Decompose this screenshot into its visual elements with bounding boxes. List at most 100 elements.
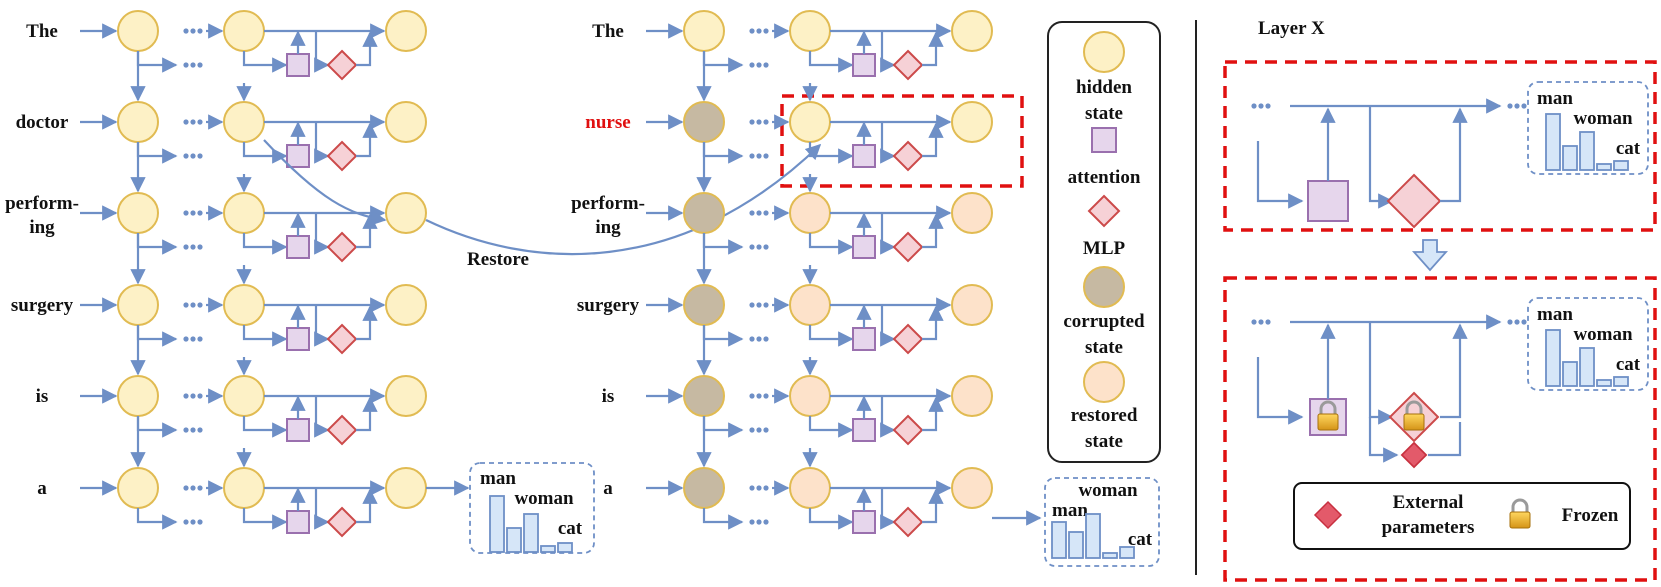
prob-bar-man (1545, 113, 1561, 171)
branch-path (702, 325, 744, 347)
ellipsis-dot (1265, 103, 1271, 109)
ellipsis-dot (749, 153, 755, 159)
attention-square (286, 510, 310, 534)
branch-path (136, 142, 178, 164)
branch-path (808, 51, 854, 73)
left-token: ing (29, 217, 55, 238)
ellipsis-dot (190, 393, 196, 399)
ellipsis-dot (756, 519, 762, 525)
ellipsis-dot (1251, 103, 1257, 109)
branch-path (314, 213, 330, 255)
ellipsis-dot (1521, 103, 1527, 109)
branch-path (880, 31, 896, 73)
legend-frozen-label: Frozen (1562, 505, 1619, 526)
restore-label: Restore (467, 249, 529, 270)
ellipsis-dot (197, 485, 203, 491)
hidden-state-node (683, 284, 725, 326)
mlp-out-path (356, 396, 378, 432)
prob-bar-2 (1562, 361, 1578, 387)
hidden-state-node (117, 284, 159, 326)
external-out-path (1428, 422, 1462, 457)
attention-square (852, 144, 876, 168)
prob-bar-cat (1613, 160, 1629, 171)
hidden-state-node (385, 10, 427, 52)
lock-shackle (1319, 400, 1337, 415)
ellipsis-dot (763, 153, 769, 159)
legend-corrupted-label: corrupted (1063, 311, 1145, 332)
branch-path (136, 325, 178, 347)
branch-path (702, 142, 744, 164)
hidden-state-node (223, 10, 265, 52)
external-mlp-fill (1400, 441, 1428, 469)
legend-restored-label: restored (1071, 405, 1138, 426)
branch-path (242, 325, 288, 347)
ellipsis-dot (197, 28, 203, 34)
hidden-state-node (683, 101, 725, 143)
layer-box-bottom (1223, 276, 1657, 582)
hidden-state-node (789, 375, 831, 417)
ellipsis-dot (763, 485, 769, 491)
ellipsis-dot (1258, 319, 1264, 325)
legend-box (1047, 21, 1161, 463)
branch-path (702, 51, 744, 73)
mlp-out-path (356, 31, 378, 67)
prob-bar-cat (1613, 376, 1629, 387)
ellipsis-dot (197, 119, 203, 125)
prob-bar-man (489, 495, 505, 553)
hidden-state-node (789, 192, 831, 234)
branch-path (1256, 357, 1304, 425)
legend-external-label: External (1393, 492, 1464, 513)
ellipsis-dot (763, 336, 769, 342)
attention-square (852, 235, 876, 259)
legend-frozen-lock-icon (1509, 498, 1531, 529)
hidden-state-node (223, 375, 265, 417)
branch-path (314, 31, 330, 73)
branch-path (880, 213, 896, 255)
branch-path (1368, 106, 1394, 209)
attention-square (286, 327, 310, 351)
output-word-cat: cat (558, 518, 583, 539)
mlp-out-path (356, 305, 378, 341)
attention-square (852, 53, 876, 77)
middle-token: The (592, 21, 624, 42)
frozen-lock-icon (1403, 400, 1425, 431)
ellipsis-dot (749, 62, 755, 68)
ellipsis-dot (183, 519, 189, 525)
branch-path (880, 305, 896, 347)
branch-path (880, 488, 896, 530)
ellipsis-dot (190, 62, 196, 68)
ellipsis-dot (1507, 319, 1513, 325)
mlp-out-path (922, 488, 944, 524)
branch-path (702, 416, 744, 438)
ellipsis-dot (190, 485, 196, 491)
ellipsis-dot (190, 210, 196, 216)
branch-path (136, 233, 178, 255)
legend-hidden-label: hidden (1076, 77, 1132, 98)
ellipsis-dot (749, 393, 755, 399)
hidden-state-node (951, 284, 993, 326)
prob-bar-2 (1068, 531, 1084, 559)
mlp-diamond (326, 506, 358, 538)
branch-path (136, 508, 178, 530)
attention-square (852, 418, 876, 442)
branch-path (314, 488, 330, 530)
hidden-state-node (223, 467, 265, 509)
output-word-woman: woman (1573, 108, 1633, 129)
output-word-woman: woman (1078, 480, 1138, 501)
branch-path (808, 325, 854, 347)
branch-path (242, 508, 288, 530)
ellipsis-dot (197, 244, 203, 250)
middle-token: a (603, 478, 613, 499)
branch-path (314, 396, 330, 438)
mlp-diamond (892, 323, 924, 355)
ellipsis-dot (763, 28, 769, 34)
ellipsis-dot (756, 393, 762, 399)
right-legend-box (1293, 482, 1631, 550)
legend-attention-label: attention (1068, 167, 1141, 188)
hidden-state-node (385, 192, 427, 234)
hidden-state-node (223, 101, 265, 143)
ellipsis-dot (183, 119, 189, 125)
ellipsis-dot (183, 393, 189, 399)
ellipsis-dot (183, 302, 189, 308)
branch-path (1256, 141, 1304, 209)
